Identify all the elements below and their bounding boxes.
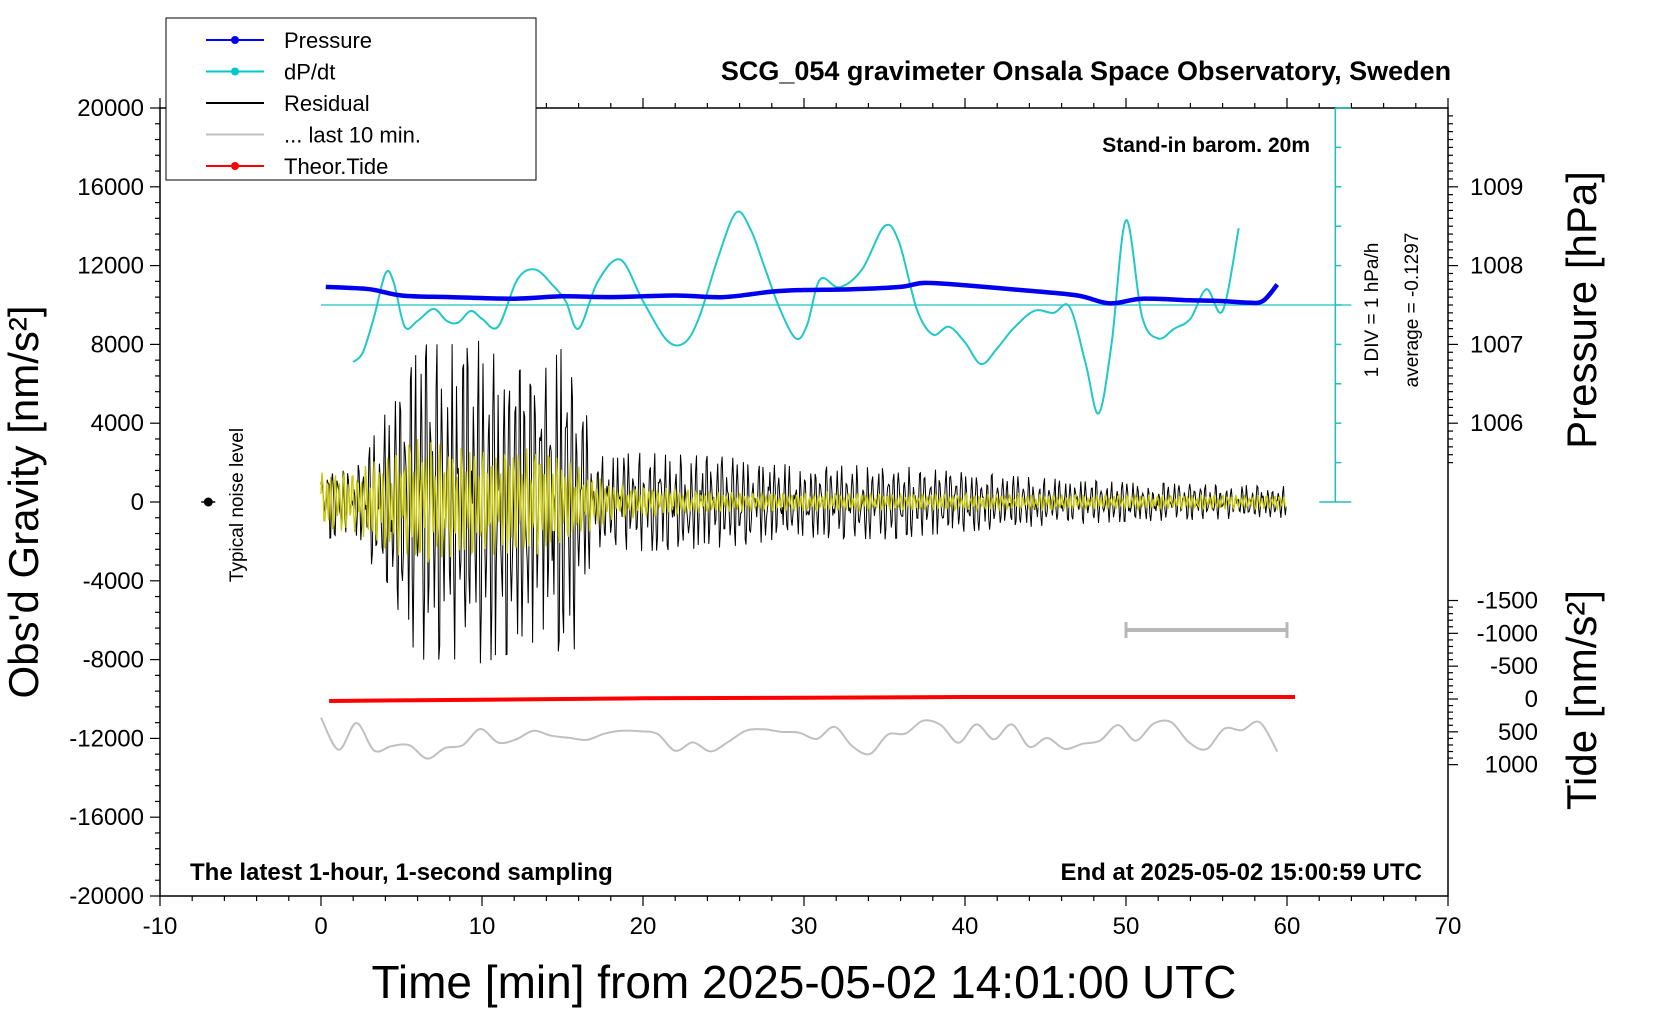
legend-label: ... last 10 min.	[284, 123, 421, 148]
filtered-line	[320, 438, 1287, 563]
legend: Pressure dP/dt Residual ... last 10 min. The…	[165, 17, 537, 181]
series-group	[201, 210, 1352, 760]
tide-axis-ticks: 1000 500 0 -500 -1000 -1500	[1448, 588, 1538, 779]
tide-axis-label: Tide [nm/s²]	[1558, 590, 1605, 810]
y-tick-label: -12000	[69, 725, 144, 752]
tide-tick-label: 1000	[1485, 752, 1538, 779]
pressure-tick-label: 1008	[1470, 253, 1523, 280]
y-tick-label: 0	[131, 489, 144, 516]
y-tick-label: 12000	[77, 253, 144, 280]
x-tick-label: 0	[314, 913, 327, 940]
axis-ticks: -10 0 10 20 30 40 50 60 70 20000 16000 12000 8000 400…	[69, 95, 1461, 940]
y-tick-label: 20000	[77, 95, 144, 122]
y-tick-label: -4000	[83, 568, 144, 595]
noise-label: Typical noise level	[227, 428, 248, 582]
legend-label: Pressure	[284, 28, 372, 53]
barometer-note: Stand-in barom. 20m	[1102, 134, 1310, 157]
dpdt-line	[352, 210, 1240, 415]
pressure-axis-ticks: 1009 1008 1007 1006	[1448, 115, 1523, 464]
x-tick-label: 40	[952, 913, 979, 940]
pressure-tick-label: 1007	[1470, 331, 1523, 358]
chart-title: SCG_054 gravimeter Onsala Space Observat…	[721, 56, 1451, 86]
y-tick-label: 8000	[91, 331, 144, 358]
tide-tick-label: -1500	[1477, 588, 1538, 615]
tide-tick-label: -1000	[1477, 620, 1538, 647]
y-tick-label: -20000	[69, 883, 144, 910]
tide-tick-label: 0	[1525, 686, 1538, 713]
legend-marker	[231, 67, 239, 76]
pressure-tick-label: 1009	[1470, 174, 1523, 201]
pressure-tick-label: 1006	[1470, 410, 1523, 437]
legend-marker	[231, 162, 239, 170]
x-tick-label: 30	[791, 913, 818, 940]
y-tick-label: -16000	[69, 804, 144, 831]
x-tick-label: 60	[1274, 913, 1301, 940]
y-tick-label: 16000	[77, 174, 144, 201]
x-tick-label: 20	[630, 913, 657, 940]
pressure-line	[325, 280, 1280, 306]
tide-tick-label: 500	[1498, 719, 1538, 746]
legend-marker	[231, 36, 239, 44]
bottom-right-note: End at 2025-05-02 15:00:59 UTC	[1061, 859, 1423, 886]
div-note: 1 DIV = 1 hPa/h	[1362, 243, 1383, 378]
pressure-axis-label: Pressure [hPa]	[1558, 171, 1605, 449]
last-10min-line	[320, 717, 1279, 760]
legend-box	[165, 17, 537, 181]
y-tick-label: 4000	[91, 410, 144, 437]
y-axis-label: Obs'd Gravity [nm/s²]	[0, 305, 47, 698]
legend-label: Residual	[284, 91, 370, 116]
bottom-left-note: The latest 1-hour, 1-second sampling	[190, 859, 613, 886]
x-tick-label: -10	[143, 913, 178, 940]
average-note: average = -0.1297	[1402, 233, 1423, 388]
x-tick-label: 70	[1435, 913, 1462, 940]
y-tick-label: -8000	[83, 647, 144, 674]
x-axis-label: Time [min] from 2025-05-02 14:01:00 UTC	[372, 956, 1237, 1008]
legend-label: dP/dt	[284, 60, 335, 85]
x-tick-label: 10	[469, 913, 496, 940]
noise-marker	[203, 497, 213, 507]
tide-line	[329, 695, 1295, 703]
tide-tick-label: -500	[1490, 653, 1538, 680]
legend-label: Theor.Tide	[284, 154, 388, 179]
x-tick-label: 50	[1113, 913, 1140, 940]
